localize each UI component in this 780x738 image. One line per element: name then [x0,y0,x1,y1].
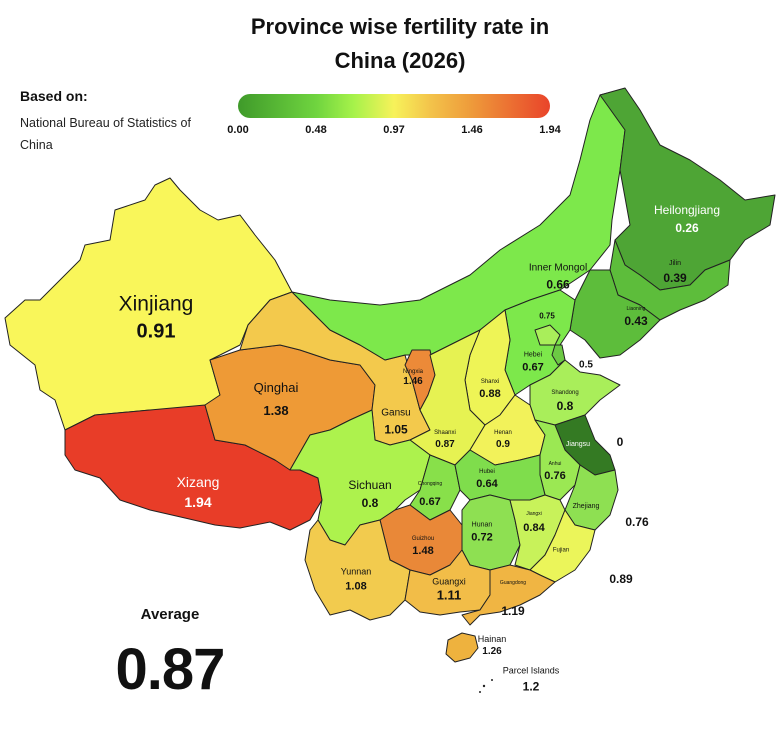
average-value: 0.87 [115,637,226,702]
legend-tick-4: 1.94 [539,124,561,136]
average-label: Average [140,606,200,623]
label-zhejiang: Zhejiang [572,502,600,510]
label-heilongjiang: Heilongjiang 0.26 [653,203,721,235]
label-jiangxi: Jiangxi 0.84 [523,510,545,534]
label-anhui: Anhui 0.76 [544,460,566,482]
label-shanghai-value: 0.76 [625,515,649,530]
label-hebei: Hebei 0.67 [522,351,544,374]
region-hainan[interactable] [445,632,479,663]
label-gansu: Gansu 1.05 [381,407,411,436]
label-hunan: Hunan 0.72 [471,521,493,544]
label-sichuan: Sichuan 0.8 [348,478,392,510]
label-shanxi: Shanxi 0.88 [479,379,501,401]
label-jiangsu: Jiangsu [565,440,591,448]
label-hainan: Hainan 1.26 [477,634,507,658]
label-guangxi: Guangxi 1.11 [432,576,466,603]
label-xinjiang: Xinjiang 0.91 [118,292,194,343]
region-hunan[interactable] [461,494,521,571]
legend-tick-1: 0.48 [305,124,327,136]
source-heading: Based on: [20,88,88,104]
region-inner-mongol[interactable] [291,89,626,361]
label-qinghai: Qinghai 1.38 [253,380,299,418]
region-guangdong[interactable] [461,564,556,626]
region-tianjin[interactable] [551,344,566,366]
label-liaoning: Liaoning 0.43 [624,306,648,328]
label-hubei: Hubei 0.64 [476,469,498,491]
parcel-islands-dot [479,691,481,693]
source-text: National Bureau of Statistics of China [20,116,191,152]
region-beijing[interactable] [534,324,561,346]
label-inner-mongol: Inner Mongol 0.66 [528,262,588,291]
label-fujian-value: 0.89 [609,572,633,587]
label-shaanxi: Shaanxi 0.87 [434,429,456,450]
color-scale-bar [238,94,550,118]
region-sichuan[interactable] [289,409,431,546]
label-jilin: Jilin 0.39 [663,260,687,286]
parcel-islands-dot [491,679,493,681]
label-beijing: 0.75 [539,311,555,321]
label-yunnan: Yunnan 1.08 [340,566,372,593]
parcel-islands-dot [482,684,486,688]
label-jiangsu-value: 0 [616,435,624,450]
label-parcel-islands: Parcel Islands 1.2 [502,665,560,694]
label-shandong: Shandong 0.8 [551,390,579,414]
region-heilongjiang[interactable] [599,87,776,291]
label-guangdong-value: 1.19 [501,604,525,619]
label-guangdong: Guangdong [499,580,527,587]
label-fujian: Fujian [552,547,570,554]
legend-tick-2: 0.97 [383,124,405,136]
legend-tick-3: 1.46 [461,124,483,136]
label-ningxia: Ningxia 1.46 [402,368,424,387]
label-guizhou: Guizhou 1.48 [411,536,435,558]
label-tianjin: 0.5 [579,359,593,371]
label-henan: Henan 0.9 [494,429,512,450]
label-chongqing: Chongqing 0.67 [417,480,443,508]
legend-tick-0: 0.00 [227,124,249,136]
color-scale-ticks: 0.00 0.48 0.97 1.46 1.94 [226,124,562,140]
map-title: Province wise fertility rate in China (2… [250,14,550,73]
label-xizang: Xizang 1.94 [176,473,220,510]
region-zhejiang[interactable] [564,464,619,531]
